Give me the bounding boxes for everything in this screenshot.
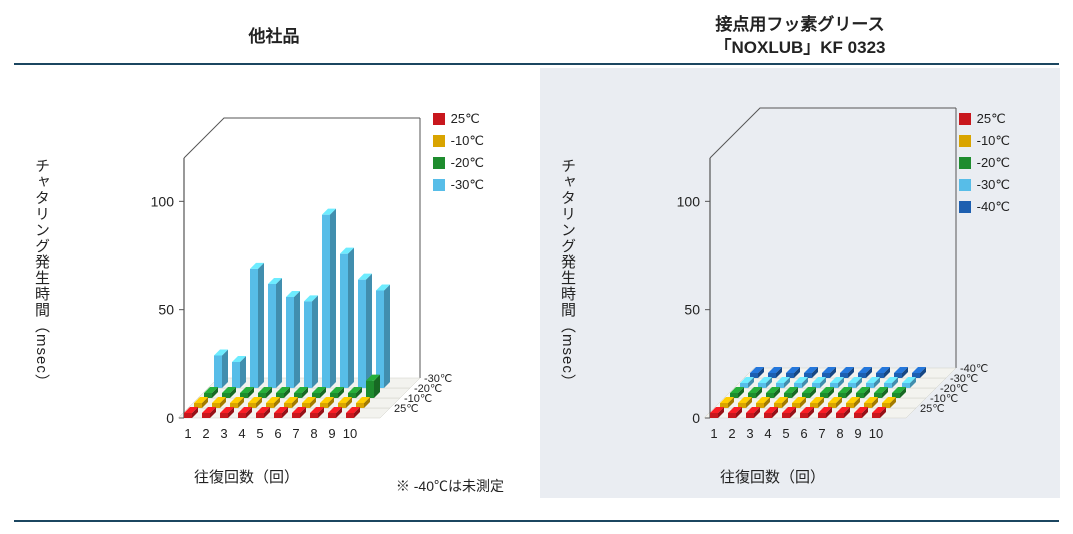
- svg-text:5: 5: [782, 426, 789, 441]
- left-title: 他社品: [14, 22, 534, 47]
- svg-text:6: 6: [800, 426, 807, 441]
- legend-item: -30℃: [959, 174, 1010, 196]
- legend-label: -10℃: [451, 133, 484, 149]
- legend-label: 25℃: [451, 111, 480, 127]
- svg-text:8: 8: [310, 426, 317, 441]
- legend-item: -40℃: [959, 196, 1010, 218]
- left-legend: 25℃ -10℃ -20℃ -30℃: [433, 108, 484, 196]
- legend-label: -30℃: [977, 177, 1010, 193]
- left-xlabel: 往復回数（回）: [194, 466, 299, 487]
- page: 他社品 接点用フッ素グリース 「NOXLUB」KF 0323 チャタリング発生時…: [0, 0, 1073, 534]
- svg-text:1: 1: [184, 426, 191, 441]
- right-panel: チャタリング発生時間（msec） 25℃ -10℃ -20℃ -30℃ -40℃ 0 50 1…: [540, 68, 1060, 516]
- left-note: ※ -40℃は未測定: [396, 476, 504, 496]
- rule-top: [14, 63, 1059, 65]
- right-ylabel: チャタリング発生時間（msec）: [560, 158, 578, 390]
- svg-text:4: 4: [764, 426, 771, 441]
- legend-item: -10℃: [433, 130, 484, 152]
- legend-swatch: [959, 201, 971, 213]
- svg-text:2: 2: [202, 426, 209, 441]
- legend-swatch: [433, 113, 445, 125]
- svg-text:3: 3: [220, 426, 227, 441]
- legend-label: -10℃: [977, 133, 1010, 149]
- legend-label: -30℃: [451, 177, 484, 193]
- rule-bottom: [14, 520, 1059, 522]
- right-xlabel: 往復回数（回）: [720, 466, 825, 487]
- left-svg: 25℃ -10℃ -20℃ -30℃ 0 50 100 123456789 10: [74, 98, 494, 478]
- legend-swatch: [959, 135, 971, 147]
- legend-swatch: [433, 135, 445, 147]
- legend-swatch: [959, 113, 971, 125]
- legend-label: 25℃: [977, 111, 1006, 127]
- svg-text:50: 50: [684, 302, 700, 318]
- right-legend: 25℃ -10℃ -20℃ -30℃ -40℃: [959, 108, 1010, 218]
- legend-item: -20℃: [433, 152, 484, 174]
- svg-text:-40℃: -40℃: [960, 363, 988, 375]
- legend-item: -30℃: [433, 174, 484, 196]
- svg-text:3: 3: [746, 426, 753, 441]
- legend-swatch: [959, 157, 971, 169]
- left-chart: チャタリング発生時間（msec） 25℃-10℃-20℃-30℃05010012…: [74, 98, 494, 478]
- right-svg: 25℃ -10℃ -20℃ -30℃ -40℃ 0 50 100 123456789 10: [600, 98, 1020, 478]
- svg-text:5: 5: [256, 426, 263, 441]
- svg-text:1: 1: [710, 426, 717, 441]
- svg-text:9: 9: [854, 426, 861, 441]
- svg-text:-30℃: -30℃: [424, 373, 452, 385]
- svg-text:8: 8: [836, 426, 843, 441]
- legend-swatch: [433, 179, 445, 191]
- svg-text:2: 2: [728, 426, 735, 441]
- svg-text:100: 100: [677, 193, 701, 209]
- legend-swatch: [959, 179, 971, 191]
- left-panel: チャタリング発生時間（msec） 25℃-10℃-20℃-30℃05010012…: [14, 68, 534, 516]
- svg-text:10: 10: [343, 426, 357, 441]
- svg-text:6: 6: [274, 426, 281, 441]
- svg-text:7: 7: [818, 426, 825, 441]
- legend-item: -10℃: [959, 130, 1010, 152]
- legend-label: -40℃: [977, 199, 1010, 215]
- legend-label: -20℃: [977, 155, 1010, 171]
- svg-text:0: 0: [166, 410, 174, 426]
- svg-text:100: 100: [151, 193, 175, 209]
- svg-text:0: 0: [692, 410, 700, 426]
- right-title: 接点用フッ素グリース 「NOXLUB」KF 0323: [540, 14, 1060, 60]
- svg-text:9: 9: [328, 426, 335, 441]
- svg-text:10: 10: [869, 426, 883, 441]
- legend-swatch: [433, 157, 445, 169]
- legend-item: 25℃: [433, 108, 484, 130]
- right-chart: チャタリング発生時間（msec） 25℃-10℃-20℃-30℃-40℃0501…: [600, 98, 1020, 478]
- svg-text:50: 50: [158, 302, 174, 318]
- legend-label: -20℃: [451, 155, 484, 171]
- left-ylabel: チャタリング発生時間（msec）: [34, 158, 52, 390]
- svg-text:4: 4: [238, 426, 245, 441]
- legend-item: 25℃: [959, 108, 1010, 130]
- svg-text:7: 7: [292, 426, 299, 441]
- legend-item: -20℃: [959, 152, 1010, 174]
